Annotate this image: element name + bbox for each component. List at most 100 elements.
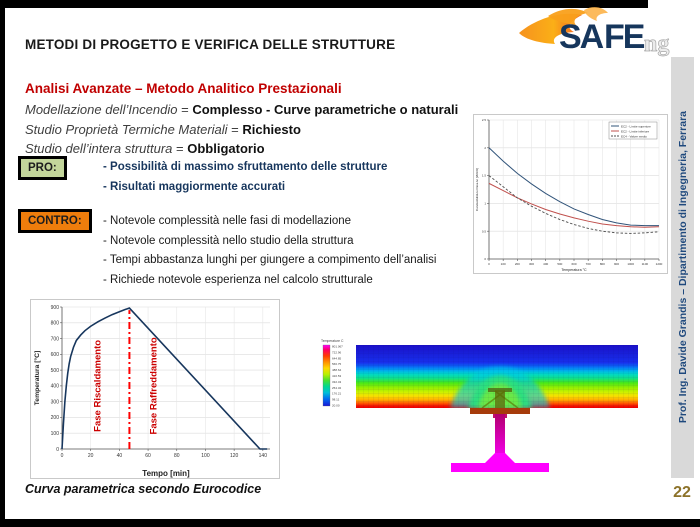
- svg-text:1.5: 1.5: [482, 174, 487, 178]
- svg-text:200: 200: [51, 415, 60, 421]
- beam-bottom-flange: [451, 463, 549, 472]
- svg-text:0: 0: [61, 453, 64, 459]
- logo-text-ng: ng: [644, 31, 669, 57]
- fact-value: Richiesto: [242, 121, 301, 137]
- svg-text:566.75: 566.75: [332, 362, 342, 366]
- conductivity-chart: 0 0.5 1 1.5 2 2.5 0 100 200 300 400 500 600 700 800 900…: [473, 114, 668, 274]
- svg-text:700: 700: [51, 336, 60, 342]
- top-border: [0, 0, 648, 8]
- svg-text:176.21: 176.21: [332, 392, 342, 396]
- page-title: METODI DI PROGETTO E VERIFICA DELLE STRU…: [25, 37, 396, 52]
- contro-item: - Notevole complessità nello studio dell…: [103, 234, 354, 247]
- svg-text:0: 0: [488, 262, 490, 266]
- pro-item: - Risultati maggiormente accurati: [103, 181, 286, 193]
- fact-sep: =: [227, 121, 243, 137]
- sidebar-credit: Prof. Ing. Davide Grandis – Dipartimento…: [676, 111, 689, 424]
- beam-top-flange: [470, 408, 530, 414]
- svg-text:0: 0: [484, 257, 486, 261]
- svg-text:332.43: 332.43: [332, 380, 342, 384]
- safe-logo: SA FE ng: [518, 5, 678, 57]
- flame-icon: [519, 7, 608, 44]
- svg-text:300: 300: [51, 399, 60, 405]
- contro-item: - Tempi abbastanza lunghi per giungere a…: [103, 254, 437, 266]
- svg-text:Conducibilità termica λc [W/mK: Conducibilità termica λc [W/mK]: [475, 168, 479, 211]
- svg-text:800: 800: [600, 262, 605, 266]
- svg-text:700: 700: [586, 262, 591, 266]
- safe-logo-graphic: SA FE ng: [519, 7, 670, 57]
- svg-text:EC2 - Limite inferiore: EC2 - Limite inferiore: [621, 129, 650, 133]
- fact-label: Modellazione dell’Incendio: [25, 102, 178, 117]
- fact-line: Modellazione dell’Incendio = Complesso -…: [25, 100, 458, 120]
- svg-text:80: 80: [174, 453, 180, 459]
- svg-text:600: 600: [51, 352, 60, 358]
- svg-text:800: 800: [51, 321, 60, 327]
- left-border: [0, 0, 5, 527]
- shear-stud: [495, 390, 505, 408]
- svg-text:722.96: 722.96: [332, 350, 342, 354]
- svg-text:1000: 1000: [627, 262, 634, 266]
- fact-value: Obbligatorio: [187, 141, 265, 156]
- fact-label: Studio dell’intera struttura: [25, 141, 173, 156]
- fact-sep: =: [177, 102, 193, 117]
- thermal-fem-image: Temperature C 801.067 722.96 644.85 566.75 4…: [318, 333, 650, 500]
- logo-text-sa: SA: [559, 18, 604, 56]
- contro-item: - Notevole complessità nelle fasi di mod…: [103, 215, 352, 227]
- svg-text:600: 600: [571, 262, 576, 266]
- contro-items: - Notevole complessità nelle fasi di mod…: [103, 212, 437, 290]
- beam-fillet: [485, 453, 515, 463]
- svg-text:410.53: 410.53: [332, 374, 342, 378]
- svg-text:900: 900: [614, 262, 619, 266]
- svg-text:140: 140: [259, 453, 268, 459]
- svg-text:644.85: 644.85: [332, 356, 342, 360]
- svg-text:254.32: 254.32: [332, 386, 342, 390]
- svg-text:Temperatura °C: Temperatura °C: [561, 268, 587, 272]
- svg-text:0: 0: [56, 447, 59, 453]
- svg-text:100: 100: [51, 431, 60, 437]
- fact-value: Complesso - Curve parametriche o natural…: [192, 102, 459, 117]
- svg-text:500: 500: [557, 262, 562, 266]
- beam-web: [495, 414, 505, 463]
- sidebar-credit-band: Prof. Ing. Davide Grandis – Dipartimento…: [671, 57, 694, 478]
- chart-caption: Curva parametrica secondo Eurocodice: [25, 482, 262, 496]
- svg-text:200: 200: [515, 262, 520, 266]
- concrete-slab: [356, 345, 638, 408]
- svg-text:488.64: 488.64: [332, 368, 342, 372]
- svg-text:801.067: 801.067: [332, 345, 343, 349]
- svg-text:Fase Riscaldamento: Fase Riscaldamento: [93, 340, 104, 432]
- section-heading: Analisi Avanzate – Metodo Analitico Pres…: [25, 81, 342, 96]
- thermal-colorbar: [322, 344, 331, 407]
- svg-text:Temperatura [°C]: Temperatura [°C]: [33, 351, 41, 406]
- svg-text:120: 120: [230, 453, 239, 459]
- pro-box: PRO:: [18, 156, 67, 180]
- bottom-border: [0, 519, 700, 527]
- logo-text-fe: FE: [604, 18, 645, 56]
- svg-text:40: 40: [117, 453, 123, 459]
- svg-text:98.11: 98.11: [332, 398, 340, 402]
- facts-block: Modellazione dell’Incendio = Complesso -…: [25, 100, 458, 159]
- contro-item: - Richiede notevole esperienza nel calco…: [103, 273, 373, 286]
- svg-text:EC2 - Limite superiore: EC2 - Limite superiore: [621, 124, 651, 128]
- svg-text:Tempo [min]: Tempo [min]: [142, 469, 190, 478]
- fact-sep: =: [172, 141, 188, 156]
- fact-label: Studio Proprietà Termiche Materiali: [25, 121, 228, 137]
- svg-text:100: 100: [501, 262, 506, 266]
- steel-beam: [451, 408, 549, 472]
- svg-text:400: 400: [543, 262, 548, 266]
- contro-box: CONTRO:: [18, 209, 92, 233]
- svg-text:20: 20: [88, 453, 94, 459]
- svg-text:2.5: 2.5: [482, 118, 487, 122]
- svg-text:1100: 1100: [642, 262, 649, 266]
- svg-text:EC4 - Valore medio: EC4 - Valore medio: [621, 134, 647, 138]
- svg-text:900: 900: [51, 305, 60, 311]
- svg-text:2: 2: [484, 146, 486, 150]
- svg-text:500: 500: [51, 368, 60, 374]
- thermal-legend-title: Temperature C: [321, 339, 344, 343]
- parametric-curve-chart: 0 100 200 300 400 500 600 700 800 900 0 20 40 60 80 100…: [30, 299, 280, 479]
- fact-line: Studio dell’intera struttura = Obbligato…: [25, 139, 458, 159]
- pro-items: - Possibilità di massimo sfruttamento de…: [103, 157, 387, 197]
- page-number: 22: [673, 484, 691, 501]
